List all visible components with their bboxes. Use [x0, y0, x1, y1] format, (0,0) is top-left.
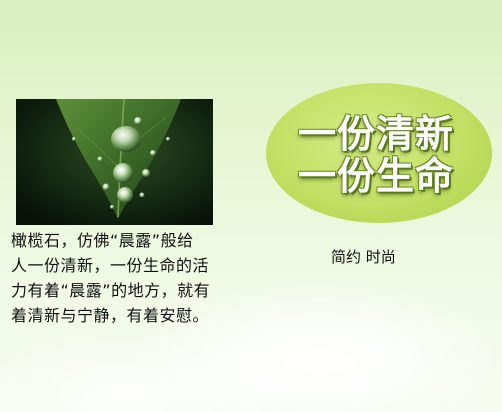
tagline: 简约 时尚 — [331, 248, 396, 266]
dew-leaf-photo — [16, 99, 213, 225]
badge-headline-1: 一份清新 — [298, 112, 455, 156]
caption-text: 橄榄石，仿佛“晨露”般给 人一份清新，一份生命的活 力有着“晨露”的地方，就有 … — [11, 228, 226, 328]
badge-headline-2: 一份生命 — [298, 154, 455, 198]
caption-line: 人一份清新，一份生命的活 — [11, 256, 210, 275]
leaf-with-dew-drops-image — [16, 99, 213, 225]
caption-line: 着清新与宁静，有着安慰。 — [11, 306, 210, 325]
caption-line: 力有着“晨露”的地方，就有 — [11, 281, 211, 300]
caption-line: 橄榄石，仿佛“晨露”般给 — [11, 231, 194, 250]
green-oval-badge — [266, 83, 492, 223]
